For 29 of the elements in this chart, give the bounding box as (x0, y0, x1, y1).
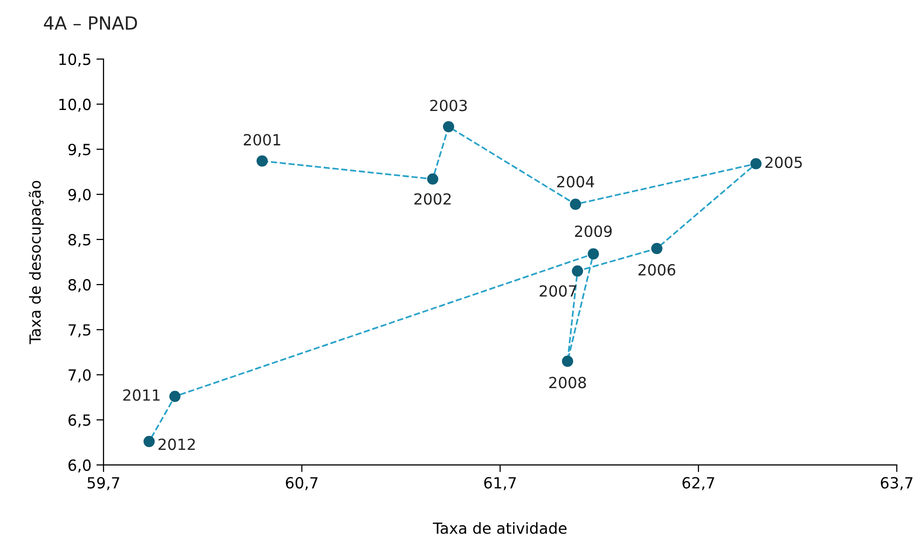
x-tick-label: 59,7 (88, 477, 120, 490)
annotation: 2002 (414, 193, 451, 205)
y-tick-label: 6,5 (68, 414, 90, 428)
annotation: 2006 (638, 264, 676, 276)
y-tick-label: 10,5 (59, 54, 90, 67)
y-tick-label: 10,0 (59, 98, 91, 112)
annotation: 2012 (158, 438, 195, 450)
y-tick-label: 6,0 (68, 459, 91, 473)
y-tick-label: 8,5 (68, 234, 90, 248)
annotation: 2004 (557, 176, 594, 188)
annotation: 2001 (244, 134, 280, 146)
annotation: 2003 (430, 100, 467, 112)
annotation: 2009 (575, 225, 612, 238)
y-tick-label: 9,5 (68, 144, 90, 157)
annotation: 2011 (123, 389, 160, 401)
annotation: 2007 (540, 285, 576, 297)
y-tick-label: 9,0 (68, 188, 91, 202)
x-tick-label: 60,7 (286, 477, 318, 490)
chart-title: 4A – PNAD (44, 16, 137, 30)
annotation: 2008 (549, 376, 586, 388)
y-tick-label: 7,5 (68, 324, 90, 338)
y-tick-label: 8,0 (68, 279, 91, 292)
y-tick-label: 7,0 (68, 369, 91, 382)
x-tick-label: 61,7 (484, 477, 516, 490)
x-tick-label: 62,7 (682, 477, 714, 490)
y-axis-title: Taxa de desocupação (28, 180, 44, 344)
x-tick-label: 63,7 (880, 477, 912, 490)
annotation: 2005 (765, 156, 802, 168)
x-axis-title: Taxa de atividade (432, 522, 567, 534)
